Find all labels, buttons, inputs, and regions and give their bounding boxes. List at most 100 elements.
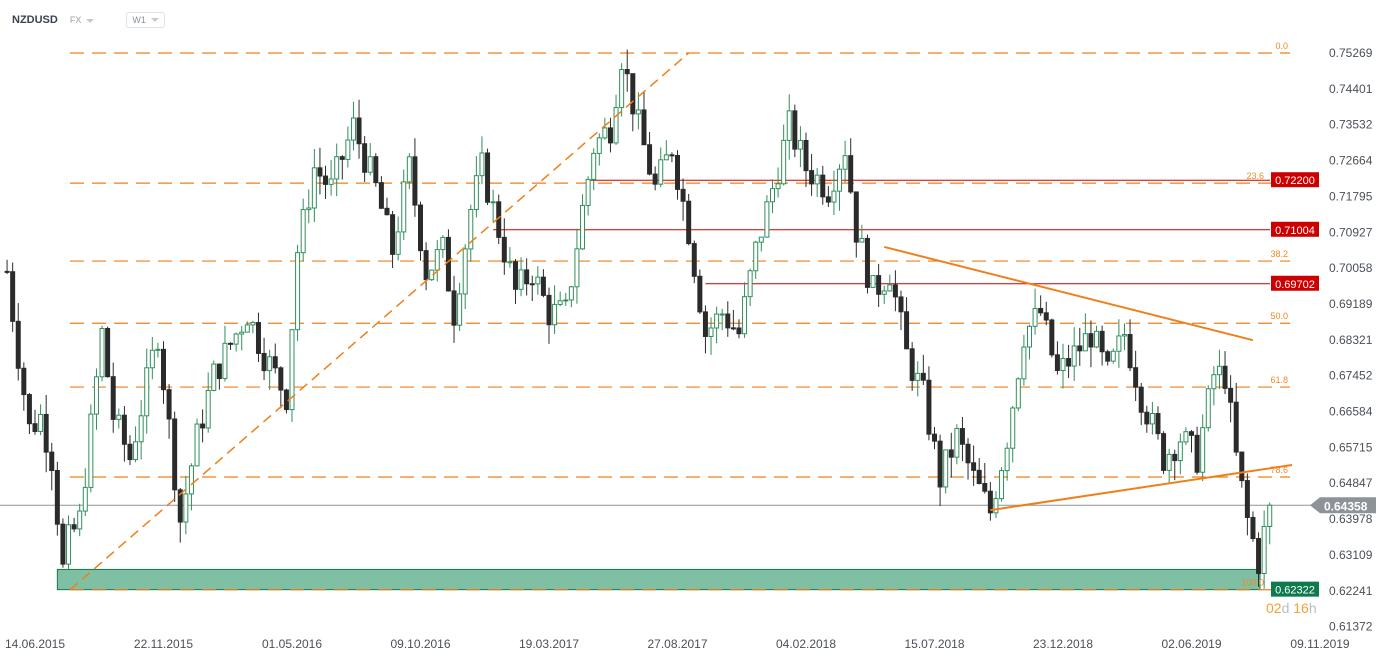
candle-bear [71, 524, 77, 530]
candle-bear [501, 236, 507, 263]
candle-bull [479, 152, 485, 177]
resistance-price-badge [1271, 275, 1319, 291]
candle-bear [959, 428, 965, 445]
candle-bull [602, 127, 608, 139]
candle-bull [1026, 325, 1032, 348]
candle-bear [423, 250, 429, 281]
candle-bear [21, 367, 27, 396]
candle-bear [641, 109, 647, 146]
candle-bear [1256, 538, 1262, 574]
candle-bull [842, 155, 848, 170]
candle-bear [362, 143, 368, 173]
y-tick-label: 0.75269 [1329, 46, 1373, 60]
timeframe-selector[interactable]: W1 [126, 12, 165, 28]
candle-bull [211, 363, 217, 391]
candle-bear [909, 348, 915, 381]
candle-bull [1010, 407, 1016, 449]
candle-bear [1222, 365, 1228, 389]
candle-bear [624, 69, 630, 75]
candle-bear [948, 449, 954, 458]
candle-bear [373, 156, 379, 184]
candle-bull [887, 284, 893, 292]
candle-bear [1239, 451, 1245, 482]
fib-level-label: 50.0 [1270, 311, 1288, 321]
candle-bull [658, 159, 664, 185]
candle-bull [786, 110, 792, 141]
candle-bear [412, 156, 418, 206]
candle-bear [965, 443, 971, 464]
candle-bear [652, 173, 658, 185]
candle-bull [518, 269, 524, 290]
candle-bull [1032, 307, 1038, 327]
candle-bear [1105, 351, 1111, 362]
candle-bear [255, 322, 261, 354]
candle-bull [468, 208, 474, 250]
candle-bear [876, 275, 882, 295]
candle-bull [1261, 525, 1267, 574]
candle-bear [1244, 480, 1250, 518]
candle-bull [328, 178, 334, 185]
candle-bull [244, 324, 250, 333]
candle-bull [580, 204, 586, 250]
candle-bull [1121, 334, 1127, 337]
symbol-label: NZDUSD [12, 14, 58, 26]
candle-bull [507, 261, 513, 264]
x-tick-label: 14.06.2015 [5, 637, 65, 651]
candle-bull [1177, 441, 1183, 462]
candle-bear [166, 389, 172, 420]
candle-bear [702, 311, 708, 337]
candle-bear [1233, 401, 1239, 453]
candle-bull [1267, 504, 1273, 527]
candle-bull [552, 303, 558, 326]
candle-bull [434, 249, 440, 271]
candle-bear [339, 156, 345, 160]
candle-bear [10, 271, 16, 322]
candle-bear [820, 174, 826, 198]
y-tick-label: 0.67452 [1329, 369, 1373, 383]
candle-bull [814, 174, 820, 185]
candle-bear [1172, 453, 1178, 462]
candle-bull [345, 139, 351, 160]
candle-bull [881, 290, 887, 295]
candle-bear [451, 290, 457, 326]
candle-bear [1127, 334, 1133, 369]
candle-bull [781, 139, 787, 185]
candle-bull [1216, 365, 1222, 376]
candle-bull [753, 241, 759, 272]
candle-bear [261, 352, 267, 372]
candle-bear [60, 523, 66, 565]
candle-bull [306, 207, 312, 211]
candle-bear [691, 243, 697, 277]
countdown-hours: 16 [1293, 600, 1309, 616]
x-tick-label: 09.10.2016 [390, 637, 450, 651]
candle-bull [462, 248, 468, 295]
candle-bear [228, 342, 234, 345]
fib-level-label: 61.8 [1270, 375, 1288, 385]
fib-level-label: 23.6 [1246, 171, 1264, 181]
candle-bull [367, 156, 373, 173]
market-label: FX [69, 15, 82, 25]
candle-bear [1049, 319, 1055, 356]
x-tick-label: 27.08.2017 [647, 637, 707, 651]
candle-bull [194, 423, 200, 467]
market-selector[interactable]: FX [70, 15, 95, 25]
candle-bear [932, 433, 938, 442]
candle-bull [719, 313, 725, 316]
candle-bear [105, 328, 111, 378]
candle-bear [630, 73, 636, 115]
y-tick-label: 0.71795 [1329, 189, 1373, 203]
candle-bull [1071, 345, 1077, 367]
candle-bull [870, 275, 876, 288]
candle-bear [216, 363, 222, 380]
candle-bear [323, 175, 329, 185]
candle-bull [747, 270, 753, 298]
trendline [69, 52, 690, 591]
candle-bull [1082, 333, 1088, 352]
current-price-label: 0.64358 [1324, 499, 1368, 513]
candle-bear [43, 413, 49, 453]
trendline [990, 463, 1293, 512]
candle-bull [1205, 388, 1211, 429]
candle-bear [647, 144, 653, 175]
candle-bull [267, 356, 273, 372]
